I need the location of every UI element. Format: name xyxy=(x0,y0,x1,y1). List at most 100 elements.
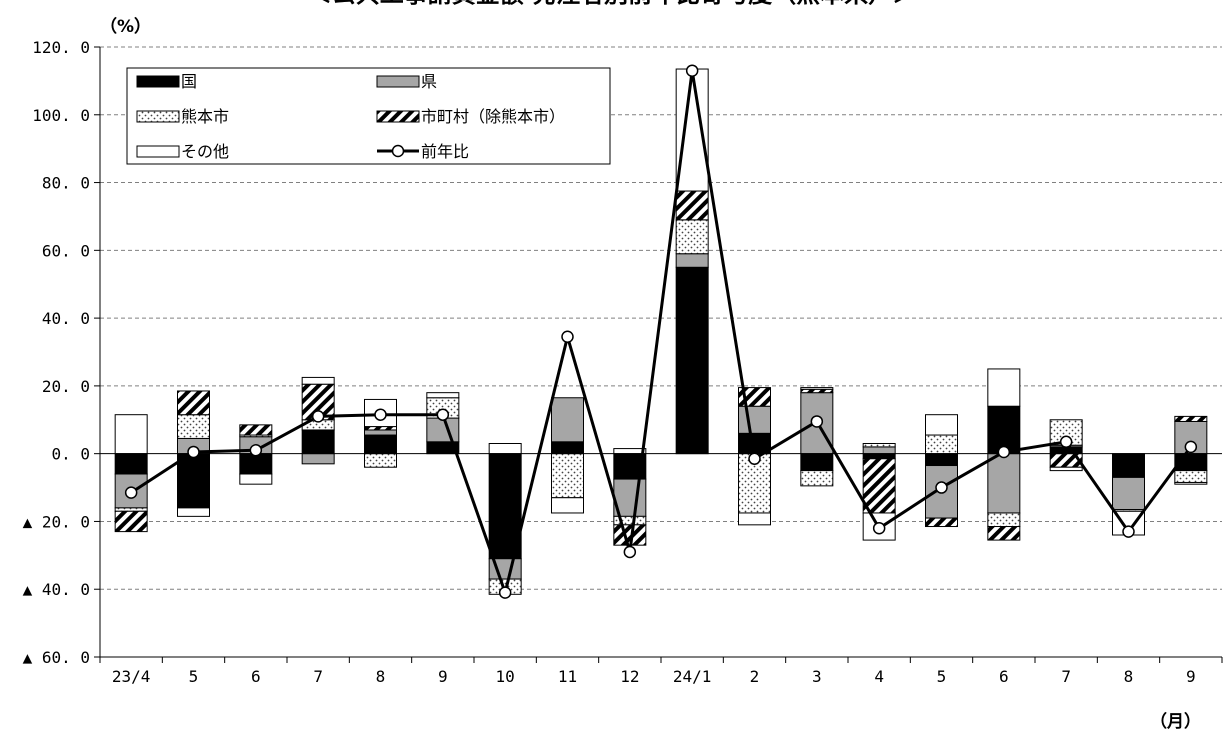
bar-segment xyxy=(800,387,834,390)
bar-segment xyxy=(800,470,834,487)
bar-segment xyxy=(426,417,460,443)
y-tick-label: 40. 0 xyxy=(42,309,90,328)
bar-segment xyxy=(738,405,771,434)
yoy-point xyxy=(374,408,387,421)
bar-segment xyxy=(862,446,896,455)
x-tick-label: 8 xyxy=(1124,667,1134,686)
bar-segment xyxy=(364,426,397,431)
bar-segment xyxy=(1049,466,1083,472)
legend-swatch-municipalities xyxy=(376,110,420,123)
bar-segment xyxy=(987,453,1021,514)
bar-segment xyxy=(301,376,335,385)
x-tick-label: 6 xyxy=(251,667,261,686)
x-tick-label: 5 xyxy=(189,667,199,686)
bar-segment xyxy=(239,453,273,475)
bar-segment xyxy=(551,497,584,514)
yoy-point xyxy=(124,486,138,499)
legend-swatch-kumamoto-city xyxy=(136,110,180,123)
bar-segment xyxy=(675,266,709,455)
bar-segment xyxy=(551,453,584,499)
bar-segment xyxy=(426,392,460,399)
x-tick-label: 6 xyxy=(999,667,1009,686)
y-tick-label: ▲ 60. 0 xyxy=(23,648,90,667)
x-unit-label: （月） xyxy=(1150,711,1201,732)
bar-segment xyxy=(675,190,709,221)
bar-segment xyxy=(239,473,273,485)
y-tick-label: 0. 0 xyxy=(51,445,90,464)
legend-label-other: その他 xyxy=(181,142,229,161)
bar-segment xyxy=(1112,476,1145,511)
y-tick-label: 20. 0 xyxy=(42,377,90,396)
bar-segment xyxy=(1174,470,1208,483)
grid-lines xyxy=(100,46,1222,590)
yoy-line xyxy=(130,69,1193,595)
bar-segment xyxy=(177,414,210,439)
x-tick-label: 9 xyxy=(438,667,448,686)
bar-segment xyxy=(862,458,896,514)
legend-label-municipalities: 市町村（除熊本市） xyxy=(421,107,565,126)
x-tick-label: 2 xyxy=(750,667,760,686)
bar-segment xyxy=(925,517,958,528)
bar-segment xyxy=(862,453,896,460)
legend-label-kumamoto-city: 熊本市 xyxy=(181,107,229,126)
bar-segment xyxy=(1174,415,1208,422)
x-tick-label: 10 xyxy=(496,667,515,686)
bar-segment xyxy=(177,453,210,509)
y-tick-labels: 120. 0 100. 0 80. 0 60. 0 40. 0 20. 0 0. 0 ▲ 20… xyxy=(23,38,90,667)
bar-segment xyxy=(613,448,647,455)
y-tick-label: 100. 0 xyxy=(32,106,90,125)
bar-segment xyxy=(364,429,397,436)
bar-segment xyxy=(488,443,522,455)
yoy-point xyxy=(436,408,450,421)
bar-segment xyxy=(925,453,958,467)
bar-segment xyxy=(301,453,335,465)
x-tick-label: 8 xyxy=(376,667,386,686)
yoy-point xyxy=(935,481,948,494)
yoy-point xyxy=(187,445,200,459)
legend-swatch-other xyxy=(136,145,180,158)
bar-segment xyxy=(114,510,148,533)
bar-segment xyxy=(364,434,397,455)
bar-segment xyxy=(675,219,709,255)
y-tick-label: 60. 0 xyxy=(42,241,90,260)
legend-line-marker xyxy=(391,144,405,158)
bar-segment xyxy=(301,429,335,455)
yoy-point xyxy=(561,330,574,343)
bar-segment xyxy=(114,414,148,455)
yoy-point xyxy=(1184,440,1198,454)
x-tick-label: 9 xyxy=(1186,667,1196,686)
bar-segment xyxy=(364,453,397,468)
x-tick-label: 7 xyxy=(313,667,323,686)
bar-segment xyxy=(177,390,210,416)
legend-label-yoy: 前年比 xyxy=(421,142,469,161)
yoy-point xyxy=(748,452,761,465)
bar-segment xyxy=(862,443,896,448)
bar-segment xyxy=(738,512,771,526)
y-tick-label: ▲ 20. 0 xyxy=(23,512,90,531)
x-tick-label: 24/1 xyxy=(673,667,712,686)
x-tick-label: 11 xyxy=(558,667,577,686)
bar-segment xyxy=(1174,481,1208,485)
bar-segment xyxy=(114,453,148,475)
yoy-point xyxy=(1059,435,1073,449)
x-tick-label: 7 xyxy=(1061,667,1071,686)
bar-segment xyxy=(987,526,1021,541)
yoy-point xyxy=(623,545,637,559)
axes-layer xyxy=(94,46,1223,663)
x-tick-label: 5 xyxy=(937,667,947,686)
x-tick-label: 4 xyxy=(874,667,884,686)
bar-segment xyxy=(1112,453,1145,478)
yoy-point xyxy=(872,521,886,535)
bar-segment xyxy=(675,68,709,192)
x-tick-labels: 23/4 5 6 7 8 9 10 11 12 24/1 2 3 4 5 6 7 8 9 xyxy=(112,667,1196,686)
bar-segment xyxy=(800,388,834,394)
x-tick-label: 3 xyxy=(812,667,822,686)
y-unit-label: （%） xyxy=(100,16,151,37)
bar-segment xyxy=(925,414,958,436)
yoy-point xyxy=(1122,525,1135,538)
legend-swatch-kuni xyxy=(136,75,180,88)
yoy-point xyxy=(810,415,824,428)
yoy-point xyxy=(498,586,512,599)
line-layer xyxy=(124,64,1198,599)
